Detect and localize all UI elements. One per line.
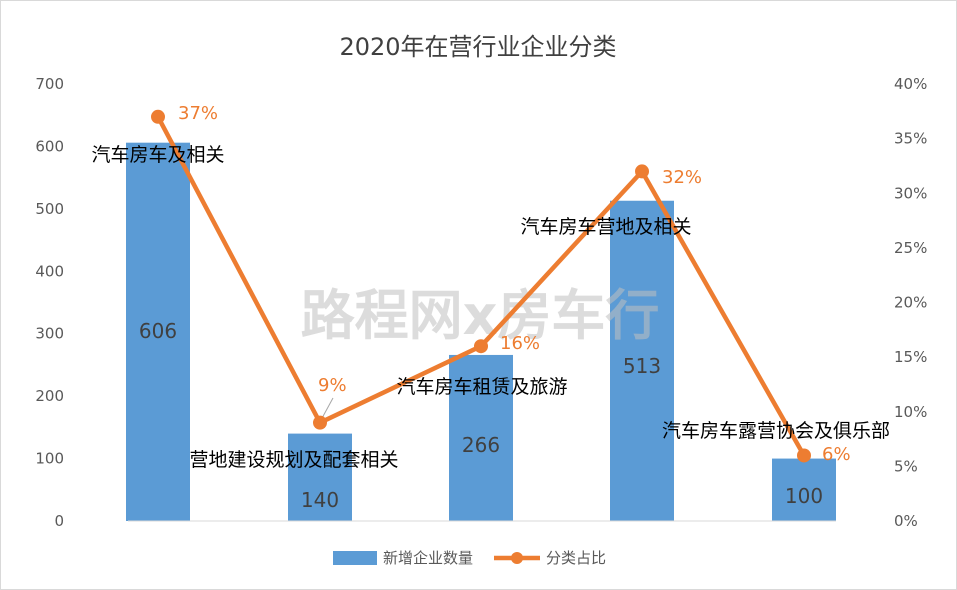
y-tick-label: 0 <box>54 512 64 530</box>
line-marker <box>797 448 811 463</box>
y2-tick-label: 40% <box>894 75 927 93</box>
y-tick-label: 600 <box>35 137 64 155</box>
bar <box>772 458 836 521</box>
y2-tick-label: 0% <box>894 512 918 530</box>
bar <box>449 354 513 521</box>
category-label: 汽车房车租赁及旅游 <box>396 376 567 398</box>
line-value-label: 6% <box>822 444 851 465</box>
y2-tick-label: 35% <box>894 130 927 148</box>
y-tick-label: 700 <box>35 75 64 93</box>
y-tick-label: 200 <box>35 387 64 405</box>
line-marker <box>635 164 649 179</box>
y2-tick-label: 15% <box>894 348 927 366</box>
leader-line <box>320 397 334 421</box>
category-label: 营地建设规划及配套相关 <box>189 449 398 471</box>
legend-swatch-marker <box>511 552 523 564</box>
watermark: 路程网x房车行 <box>301 284 660 347</box>
category-label: 汽车房车及相关 <box>91 144 224 166</box>
y-tick-label: 400 <box>35 262 64 280</box>
legend-swatch-bar <box>333 551 377 565</box>
y2-tick-label: 10% <box>894 403 927 421</box>
line-marker <box>151 109 165 124</box>
bar <box>610 200 674 521</box>
chart-title: 2020年在营行业企业分类 <box>339 33 616 61</box>
y-axis-left: 0 100 200 300 400 500 600 700 <box>35 75 64 530</box>
y-tick-label: 300 <box>35 325 64 343</box>
bar-value-label: 140 <box>301 488 339 512</box>
y-tick-label: 500 <box>35 200 64 218</box>
category-label: 汽车房车营地及相关 <box>520 216 691 238</box>
bar-data-labels: 606 140 266 513 100 <box>139 319 823 512</box>
legend-label: 新增企业数量 <box>383 549 473 567</box>
line-value-label: 37% <box>178 103 218 124</box>
bar <box>288 433 352 521</box>
bar <box>126 142 190 521</box>
y2-tick-label: 20% <box>894 294 927 312</box>
line-value-label: 16% <box>500 333 540 354</box>
y-tick-label: 100 <box>35 450 64 468</box>
line-value-label: 9% <box>318 375 347 396</box>
legend-label: 分类占比 <box>546 549 606 567</box>
legend: 新增企业数量 分类占比 <box>333 549 606 567</box>
bar-value-label: 266 <box>462 433 500 457</box>
y2-tick-label: 30% <box>894 184 927 202</box>
leader-line-segment <box>320 397 334 421</box>
line-marker <box>474 339 488 354</box>
line-value-label: 32% <box>662 167 702 188</box>
y2-tick-label: 5% <box>894 457 918 475</box>
y-axis-right: 0% 5% 10% 15% 20% 25% 30% 35% 40% <box>894 75 927 530</box>
y2-tick-label: 25% <box>894 239 927 257</box>
bar-series <box>126 142 836 521</box>
bar-value-label: 606 <box>139 319 177 343</box>
bar-value-label: 513 <box>623 354 661 378</box>
line-series <box>151 109 811 463</box>
category-label: 汽车房车露营协会及俱乐部 <box>662 420 890 442</box>
bar-value-label: 100 <box>785 484 823 508</box>
line-data-labels: 37% 9% 16% 32% 6% <box>178 103 851 465</box>
line-marker <box>313 415 327 430</box>
